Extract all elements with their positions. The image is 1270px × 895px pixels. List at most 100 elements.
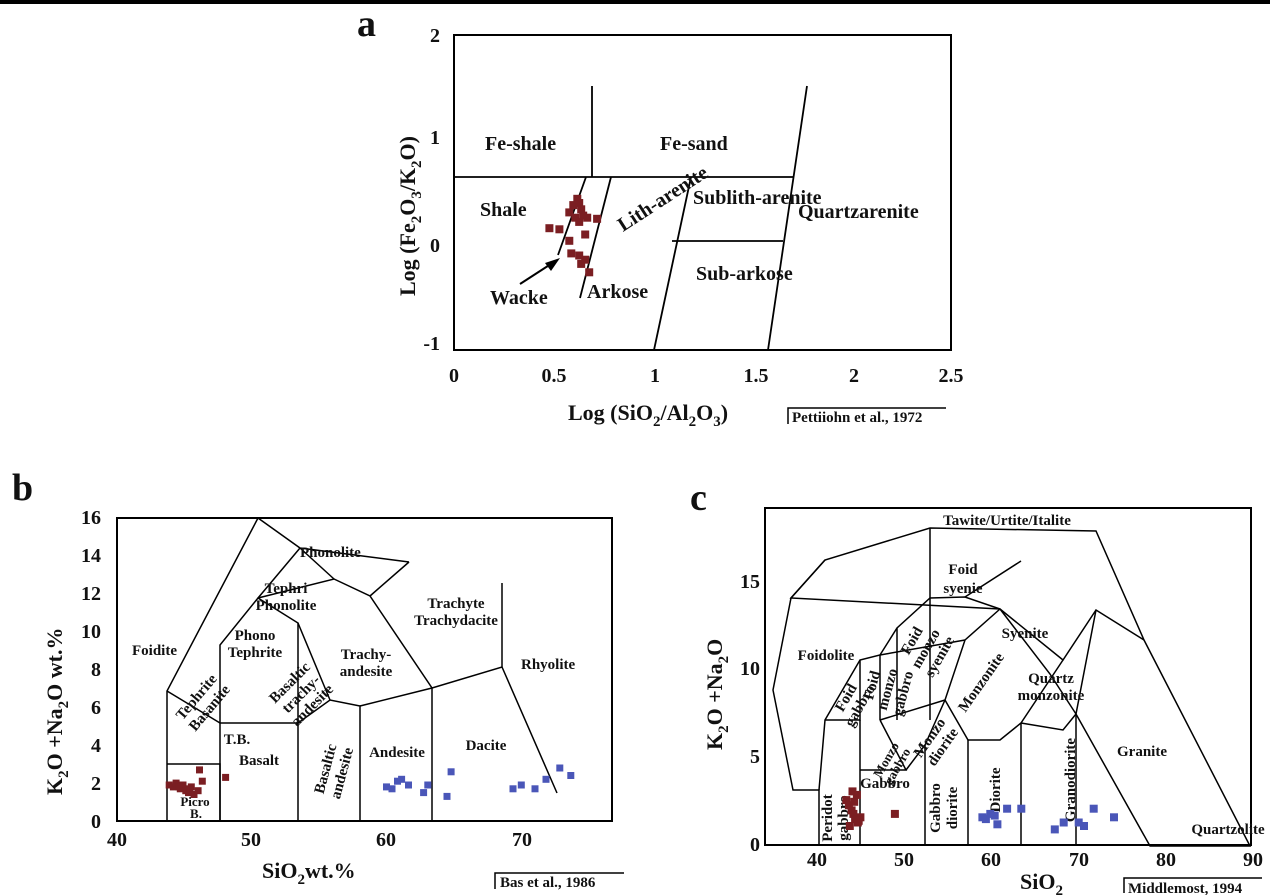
data-point-b-s0-4 [179, 781, 187, 789]
a-source-bracket [787, 407, 946, 424]
data-point-b-s1-1 [388, 785, 396, 793]
data-point-b-s1-0 [383, 783, 390, 791]
field-dacite: Dacite [466, 738, 507, 754]
data-point-c-s0-8 [850, 797, 859, 806]
panel-c: c Tawite/Urtite/Italite [690, 477, 1265, 895]
data-point-b-s1-9 [509, 785, 517, 793]
a-xtick-3: 1.5 [744, 365, 769, 387]
panel-a: a Fe-shale Fe-sand Shale Lith-arenite Su… [357, 3, 964, 430]
data-point-b-s0-0 [165, 781, 173, 789]
data-point-c-s0-12 [890, 809, 899, 818]
field-basalt: Basalt [239, 753, 279, 769]
b-ytick-6: 6 [91, 697, 101, 719]
field-trachyte-trachydacite: Trachyte Trachydacite [414, 596, 498, 629]
b-ytick-8: 8 [91, 659, 101, 681]
field-wacke: Wacke [490, 287, 548, 309]
data-point-c-s0-11 [854, 816, 863, 825]
data-point-c-s1-3 [990, 811, 999, 820]
b-ytick-12: 12 [81, 583, 101, 605]
panel-letter-a: a [357, 3, 376, 45]
field-fe-shale: Fe-shale [485, 133, 556, 155]
panel-a-points [545, 194, 602, 277]
field-picro-b: B. [190, 806, 202, 821]
data-point-c-s1-5 [1003, 804, 1012, 813]
b-xtick-0: 40 [107, 829, 127, 851]
data-point-a-s0-16 [581, 255, 590, 264]
field-syenite: Syenite [1002, 626, 1049, 642]
data-point-a-s0-9 [575, 217, 584, 226]
c-ytick-0: 0 [750, 834, 760, 856]
data-point-a-s0-10 [583, 213, 592, 222]
data-point-c-s1-12 [1110, 813, 1118, 822]
a-xtick-1: 0.5 [542, 365, 567, 387]
data-point-b-s0-11 [175, 783, 183, 791]
data-point-b-s1-13 [556, 764, 564, 772]
field-basaltic-trachy-andesite: Basaltictrachy-andesite [266, 659, 337, 730]
b-ytick-14: 14 [81, 545, 101, 567]
field-granodiorite: Granodiorite [1063, 738, 1079, 822]
data-point-b-s0-6 [185, 789, 192, 797]
data-point-c-s0-1 [844, 801, 853, 810]
data-point-b-s1-4 [405, 781, 412, 789]
data-point-c-s0-9 [852, 790, 861, 799]
panel-letter-b: b [12, 467, 33, 509]
c-xtick-90: 90 [1243, 849, 1263, 871]
panel-b-field-boundaries [166, 517, 558, 821]
data-point-b-s1-12 [542, 775, 550, 783]
data-point-b-s1-6 [424, 781, 432, 789]
data-point-c-s0-7 [845, 822, 854, 830]
a-xtick-5: 2.5 [939, 365, 964, 387]
data-point-a-s0-3 [569, 201, 578, 210]
field-tb: T.B. [224, 732, 251, 748]
field-shale: Shale [480, 199, 527, 221]
data-point-a-s0-17 [577, 259, 586, 268]
data-point-a-s0-14 [567, 249, 576, 258]
field-foidite: Foidite [132, 643, 177, 659]
a-xtick-2: 1 [650, 365, 660, 387]
field-diorite: Diorite [988, 767, 1004, 812]
data-point-a-s0-18 [585, 268, 594, 277]
field-sub-arkose: Sub-arkose [696, 263, 793, 285]
a-ytick-2: 0 [430, 235, 440, 257]
data-point-a-s0-0 [545, 224, 554, 233]
top-rule [0, 0, 1270, 4]
a-ytick-0: 2 [430, 25, 440, 47]
data-point-c-s1-2 [986, 809, 995, 818]
data-point-b-s0-2 [172, 779, 180, 787]
panel-b-frame [116, 517, 613, 822]
data-point-a-s0-11 [593, 214, 602, 223]
data-point-b-s0-1 [169, 783, 177, 791]
a-ylabel: Log (Fe2O3/K2O) [395, 136, 425, 296]
data-point-b-s0-8 [190, 791, 198, 798]
data-point-a-s0-2 [565, 208, 574, 217]
panel-a-frame [453, 34, 952, 351]
data-point-c-s0-3 [849, 809, 858, 818]
data-point-b-s1-5 [420, 789, 428, 797]
data-point-b-s1-11 [531, 785, 539, 793]
data-point-b-s0-10 [198, 777, 206, 785]
c-source-bracket [1123, 877, 1262, 893]
data-point-b-s1-8 [447, 768, 455, 776]
b-ytick-4: 4 [91, 735, 101, 757]
field-foid-syenie: Foid syenie [943, 562, 983, 597]
data-point-c-s0-0 [842, 796, 851, 805]
data-point-c-s1-11 [1089, 804, 1098, 813]
field-andesite: Andesite [369, 745, 425, 761]
data-point-c-s0-10 [848, 787, 857, 796]
c-ytick-5: 5 [750, 746, 760, 768]
field-foid-monzo-gabbro: Foidmonzogabbro [859, 661, 917, 717]
data-point-c-s1-6 [1017, 804, 1026, 813]
field-basaltic-andesite: Basalticandesite [312, 741, 358, 801]
data-point-b-s1-14 [567, 772, 575, 779]
b-ytick-10: 10 [81, 621, 101, 643]
field-trachy-andesite: Trachy-andesite [340, 647, 393, 680]
b-xtick-3: 70 [512, 829, 532, 851]
a-xlabel: Log (SiO2/Al2O3) [568, 400, 728, 430]
b-source-bracket [494, 872, 624, 889]
wacke-arrow-head [545, 258, 560, 271]
c-ytick-15: 15 [740, 571, 760, 593]
b-xtick-1: 50 [241, 829, 261, 851]
field-gabbro: Gabbro [860, 776, 910, 792]
field-phono-tephrite: Phono Tephrite [228, 628, 283, 661]
c-xtick-70: 70 [1069, 849, 1089, 871]
